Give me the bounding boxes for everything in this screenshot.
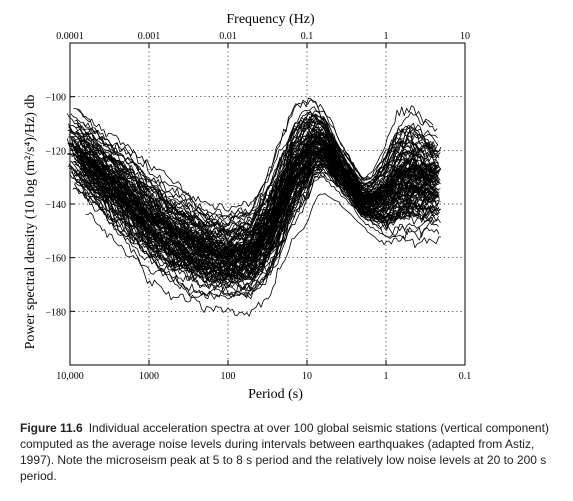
tick-layer: 0.0001 0.001 0.01 0.1 1 10 10,000 1000 100 10 1 0.1…: [45, 31, 471, 382]
bottom-tick-label: 10,000: [56, 371, 84, 382]
y-tick-label: −100: [45, 93, 66, 104]
psd-axis-label: Power spectral density (10 log (m²/s⁴)/H…: [23, 95, 38, 350]
station-spectrum-line: [70, 158, 437, 278]
station-spectrum-line: [73, 172, 439, 300]
top-tick-label: 0.01: [219, 31, 237, 42]
top-tick-label: 0.1: [301, 31, 314, 42]
station-spectrum-line: [85, 158, 436, 278]
figure-caption-text: Individual acceleration spectra at over …: [20, 421, 549, 483]
station-spectrum-line: [72, 148, 435, 263]
top-tick-label: 1: [384, 31, 389, 42]
station-spectrum-line: [72, 176, 440, 300]
station-spectrum-line: [72, 162, 439, 282]
figure-caption: Figure 11.6 Individual acceleration spect…: [20, 420, 565, 484]
top-tick-label: 0.001: [138, 31, 161, 42]
station-spectrum-line: [77, 141, 439, 262]
station-spectrum-line: [69, 115, 435, 236]
bottom-tick-label: 1: [384, 371, 389, 382]
bottom-tick-label: 100: [221, 371, 236, 382]
station-spectrum-line: [72, 134, 436, 258]
top-tick-label: 10: [460, 31, 470, 42]
station-spectrum-line: [83, 163, 440, 281]
y-tick-label: −180: [45, 307, 66, 318]
station-spectrum-line: [82, 110, 439, 218]
station-spectrum-line: [72, 153, 438, 277]
series-layer: [66, 97, 442, 317]
station-spectrum-line: [73, 97, 434, 212]
y-tick-label: −120: [45, 146, 66, 157]
y-tick-label: −160: [45, 254, 66, 265]
station-spectrum-line: [85, 193, 442, 317]
station-spectrum-line: [82, 146, 437, 275]
station-spectrum-line: [77, 139, 439, 263]
station-spectrum-line: [71, 172, 435, 293]
figure-caption-label: Figure 11.6: [20, 421, 83, 435]
bottom-tick-label: 1000: [139, 371, 159, 382]
frequency-axis-label: Frequency (Hz): [226, 12, 315, 27]
station-spectrum-line: [67, 146, 441, 265]
period-axis-label: Period (s): [248, 387, 303, 402]
station-spectrum-line: [74, 129, 439, 248]
station-spectrum-line: [68, 115, 440, 244]
station-spectrum-line: [86, 146, 441, 270]
station-spectrum-line: [77, 129, 441, 239]
bottom-tick-label: 0.1: [459, 371, 472, 382]
top-tick-label: 0.0001: [56, 31, 84, 42]
y-tick-label: −140: [45, 200, 66, 211]
bottom-tick-label: 10: [302, 371, 312, 382]
